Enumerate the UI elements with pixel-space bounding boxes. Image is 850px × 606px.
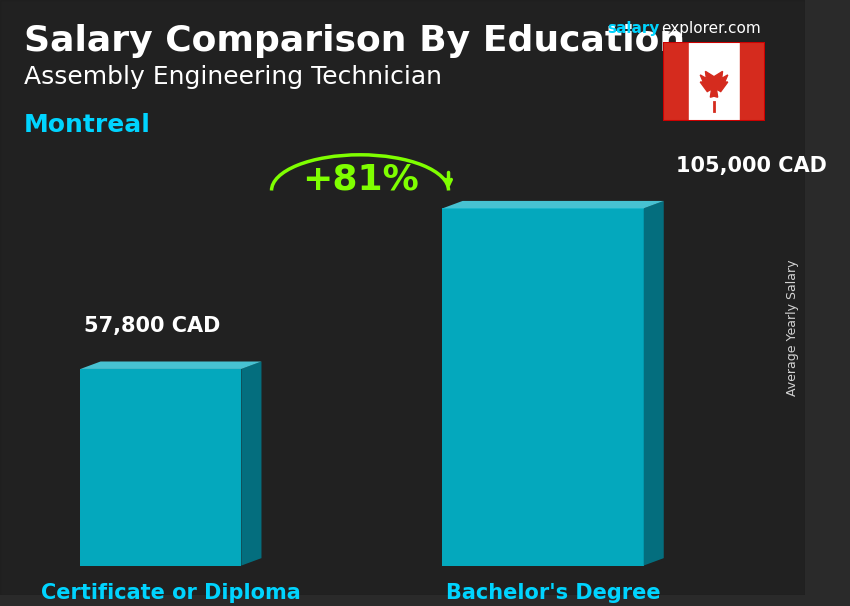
Polygon shape [643,201,664,565]
Text: Bachelor's Degree: Bachelor's Degree [445,584,660,604]
Bar [663,42,688,121]
Text: Assembly Engineering Technician: Assembly Engineering Technician [24,65,442,90]
Text: salary: salary [608,21,660,36]
Bar [740,42,765,121]
Text: Salary Comparison By Education: Salary Comparison By Education [24,24,685,58]
Text: 105,000 CAD: 105,000 CAD [676,156,827,176]
Polygon shape [443,201,664,208]
Polygon shape [81,362,262,369]
Polygon shape [443,208,643,565]
Polygon shape [241,362,262,565]
Text: Certificate or Diploma: Certificate or Diploma [41,584,301,604]
Text: explorer.com: explorer.com [661,21,761,36]
Text: Average Yearly Salary: Average Yearly Salary [786,259,799,396]
Text: 57,800 CAD: 57,800 CAD [84,316,221,336]
Text: +81%: +81% [302,163,418,197]
Text: Montreal: Montreal [24,113,151,137]
Polygon shape [81,369,241,565]
Polygon shape [700,72,728,97]
Bar [688,42,740,121]
